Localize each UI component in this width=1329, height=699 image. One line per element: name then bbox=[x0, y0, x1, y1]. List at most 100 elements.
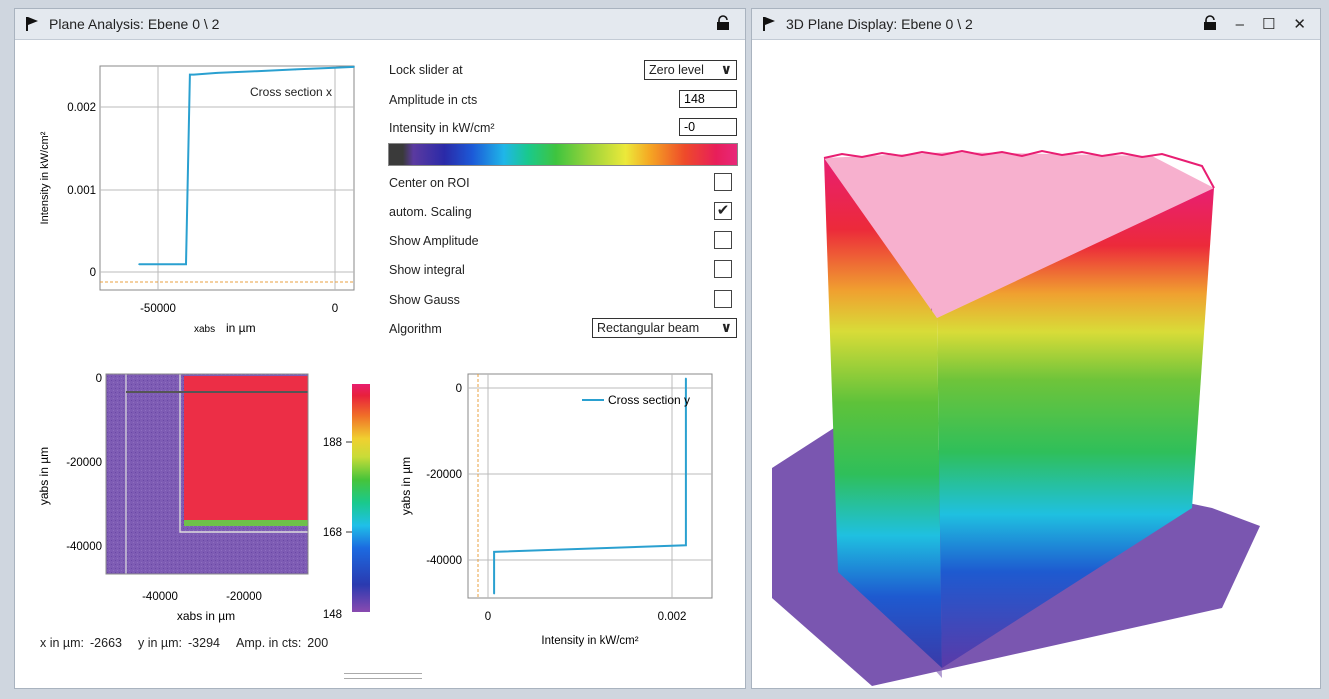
heatmap-ylabel: yabs in µm bbox=[37, 447, 51, 505]
cross-x-ytick: 0.001 bbox=[67, 185, 96, 197]
3d-beam-left-face bbox=[824, 158, 942, 668]
cross-x-point bbox=[216, 72, 219, 74]
colorbar-tick: 168 bbox=[323, 527, 342, 539]
center-roi-label: Center on ROI bbox=[389, 176, 470, 190]
colorbar-tick: 148 bbox=[323, 609, 342, 621]
intensity-label: Intensity in kW/cm² bbox=[389, 121, 495, 135]
cross-y-legend: Cross section y bbox=[608, 393, 690, 407]
show-gauss-checkbox[interactable] bbox=[714, 290, 732, 308]
cross-x-ytick: 0 bbox=[90, 267, 96, 279]
cross-y-ytick: 0 bbox=[456, 383, 462, 395]
algorithm-label: Algorithm bbox=[389, 322, 442, 336]
check-icon: ✔ bbox=[716, 202, 730, 219]
3d-beam-right-face bbox=[937, 188, 1214, 668]
amplitude-label: Amplitude in cts bbox=[389, 93, 478, 107]
cross-x-point bbox=[333, 66, 336, 69]
cross-x-point bbox=[157, 263, 160, 265]
lock-icon[interactable] bbox=[715, 14, 731, 34]
cross-x-xlabel-sub: xabs bbox=[194, 324, 215, 335]
x-coord-label: x in µm: bbox=[40, 636, 85, 650]
cross-x-ylabel: Intensity in kW/cm² bbox=[39, 131, 51, 224]
panel-resize-grip[interactable] bbox=[344, 673, 422, 679]
show-integral-label: Show integral bbox=[389, 263, 465, 277]
cross-y-point bbox=[493, 557, 495, 560]
close-icon[interactable]: ✕ bbox=[1293, 15, 1306, 33]
cross-y-point bbox=[685, 430, 687, 432]
cross-x-point bbox=[177, 263, 179, 265]
show-amplitude-checkbox[interactable] bbox=[714, 231, 732, 249]
heatmap-beam-edge bbox=[184, 520, 308, 526]
auto-scaling-label: autom. Scaling bbox=[389, 205, 472, 219]
lock-icon[interactable] bbox=[1202, 14, 1218, 34]
cross-x-legend: Cross section x bbox=[250, 85, 332, 99]
beam-heatmap: 0 -20000 -40000 -40000 -20000 xabs in µm… bbox=[37, 373, 370, 623]
cross-section-y-chart: Cross section y 0 -20000 -40000 0 0.002 … bbox=[399, 373, 713, 647]
cross-x-series bbox=[138, 65, 355, 266]
show-amplitude-label: Show Amplitude bbox=[389, 234, 479, 248]
heatmap-xtick: -40000 bbox=[142, 591, 178, 603]
auto-scaling-checkbox[interactable]: ✔ bbox=[714, 202, 732, 220]
heatmap-xtick: -20000 bbox=[226, 591, 262, 603]
algorithm-value: Rectangular beam bbox=[597, 321, 700, 335]
intensity-input[interactable] bbox=[679, 118, 737, 136]
minimize-icon[interactable]: – bbox=[1235, 15, 1244, 33]
cross-y-ytick: -20000 bbox=[426, 469, 462, 481]
cross-x-point bbox=[192, 73, 195, 76]
cross-y-point bbox=[685, 377, 687, 380]
cross-x-point bbox=[353, 66, 355, 68]
3d-beam-surface bbox=[772, 149, 1260, 686]
cross-y-point bbox=[685, 544, 687, 547]
cross-x-point bbox=[185, 263, 187, 265]
show-gauss-label: Show Gauss bbox=[389, 293, 460, 307]
cross-y-series bbox=[493, 377, 687, 595]
3d-beam-top bbox=[824, 152, 1214, 318]
cross-x-xlabel: in µm bbox=[226, 321, 256, 335]
heatmap-roi-outline bbox=[179, 374, 308, 533]
color-scale-bar bbox=[388, 143, 738, 166]
cross-section-x-chart: Cross section x 0.002 0.001 0 -50000 0 x… bbox=[39, 65, 355, 335]
center-roi-checkbox[interactable] bbox=[714, 173, 732, 191]
cross-x-ytick: 0.002 bbox=[67, 102, 96, 114]
maximize-icon[interactable]: ☐ bbox=[1261, 15, 1276, 33]
amplitude-input[interactable] bbox=[679, 90, 737, 108]
cursor-status-bar: x in µm: -2663 y in µm: -3294 Amp. in ct… bbox=[40, 636, 328, 650]
colorbar-tick: 188 bbox=[323, 437, 342, 449]
cross-y-xlabel: Intensity in kW/cm² bbox=[541, 635, 638, 647]
amp-label: Amp. in cts: bbox=[236, 636, 302, 650]
cross-y-ylabel: yabs in µm bbox=[399, 457, 413, 515]
plane-analysis-titlebar: Plane Analysis: Ebene 0 \ 2 bbox=[15, 9, 745, 40]
3d-plane-titlebar: 3D Plane Display: Ebene 0 \ 2 – ☐ ✕ bbox=[752, 9, 1320, 40]
x-coord-value: -2663 bbox=[90, 636, 122, 650]
y-coord-label: y in µm: bbox=[138, 636, 183, 650]
heatmap-ytick: -40000 bbox=[66, 541, 102, 553]
3d-plane-title: 3D Plane Display: Ebene 0 \ 2 bbox=[786, 16, 973, 32]
algorithm-dropdown[interactable]: Rectangular beam ∨ bbox=[592, 318, 737, 338]
lock-slider-value: Zero level bbox=[649, 63, 704, 77]
cross-x-plot-area bbox=[99, 65, 355, 291]
cross-y-xtick: 0.002 bbox=[658, 611, 687, 623]
heatmap-colorbar bbox=[352, 384, 370, 612]
lock-slider-dropdown[interactable]: Zero level ∨ bbox=[644, 60, 737, 80]
cross-y-point bbox=[685, 474, 687, 476]
cross-y-point bbox=[493, 551, 495, 553]
cross-y-point bbox=[493, 566, 495, 569]
heatmap-frame bbox=[105, 373, 309, 575]
3d-beam-top-edge bbox=[823, 149, 1215, 189]
cross-y-point bbox=[493, 592, 495, 595]
flag-icon bbox=[763, 17, 775, 31]
cross-y-xtick: 0 bbox=[485, 611, 491, 623]
cross-y-ytick: -40000 bbox=[426, 555, 462, 567]
y-coord-value: -3294 bbox=[188, 636, 220, 650]
heatmap-ytick: -20000 bbox=[66, 457, 102, 469]
cross-y-plot-area bbox=[467, 373, 713, 599]
amp-value: 200 bbox=[307, 636, 329, 650]
cross-y-point bbox=[493, 579, 495, 582]
cross-x-point bbox=[189, 73, 191, 76]
chevron-down-icon: ∨ bbox=[720, 61, 732, 77]
flag-icon bbox=[26, 17, 38, 31]
chevron-down-icon: ∨ bbox=[720, 319, 732, 335]
cross-y-point bbox=[685, 518, 687, 520]
show-integral-checkbox[interactable] bbox=[714, 260, 732, 278]
cross-y-line bbox=[493, 378, 687, 594]
plane-analysis-title: Plane Analysis: Ebene 0 \ 2 bbox=[49, 16, 220, 32]
